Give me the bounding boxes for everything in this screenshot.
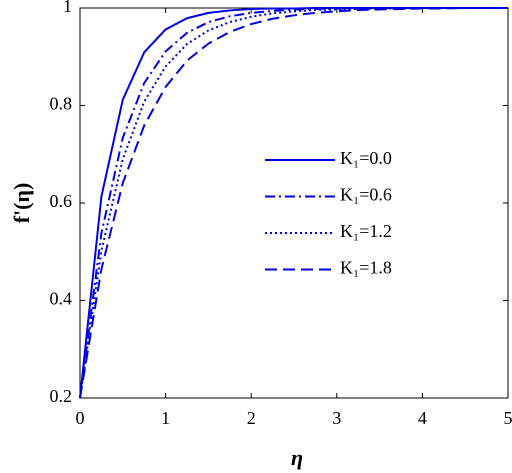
line-series	[79, 7, 508, 399]
line-series	[79, 7, 508, 399]
x-tick-label: 4	[418, 408, 427, 428]
y-axis-label: f'(η)	[9, 183, 34, 224]
y-tick-label: 0.4	[50, 289, 73, 309]
legend-label: K₁=0.6	[340, 185, 392, 205]
x-tick-label: 3	[332, 408, 341, 428]
legend-label: K₁=0.0	[340, 148, 392, 168]
line-series	[79, 7, 508, 399]
y-tick-label: 0.2	[50, 386, 73, 406]
x-tick-label: 1	[161, 408, 170, 428]
y-tick-label: 0.6	[50, 191, 73, 211]
legend-label: K₁=1.2	[340, 221, 392, 241]
legend-label: K₁=1.8	[340, 258, 392, 278]
y-tick-label: 1	[63, 0, 72, 16]
y-tick-label: 0.8	[50, 94, 73, 114]
x-tick-label: 5	[504, 408, 512, 428]
x-tick-label: 2	[247, 408, 256, 428]
line-series	[79, 7, 508, 399]
x-axis-label: η	[291, 445, 303, 470]
plot-frame	[79, 7, 509, 399]
x-tick-label: 0	[76, 408, 85, 428]
